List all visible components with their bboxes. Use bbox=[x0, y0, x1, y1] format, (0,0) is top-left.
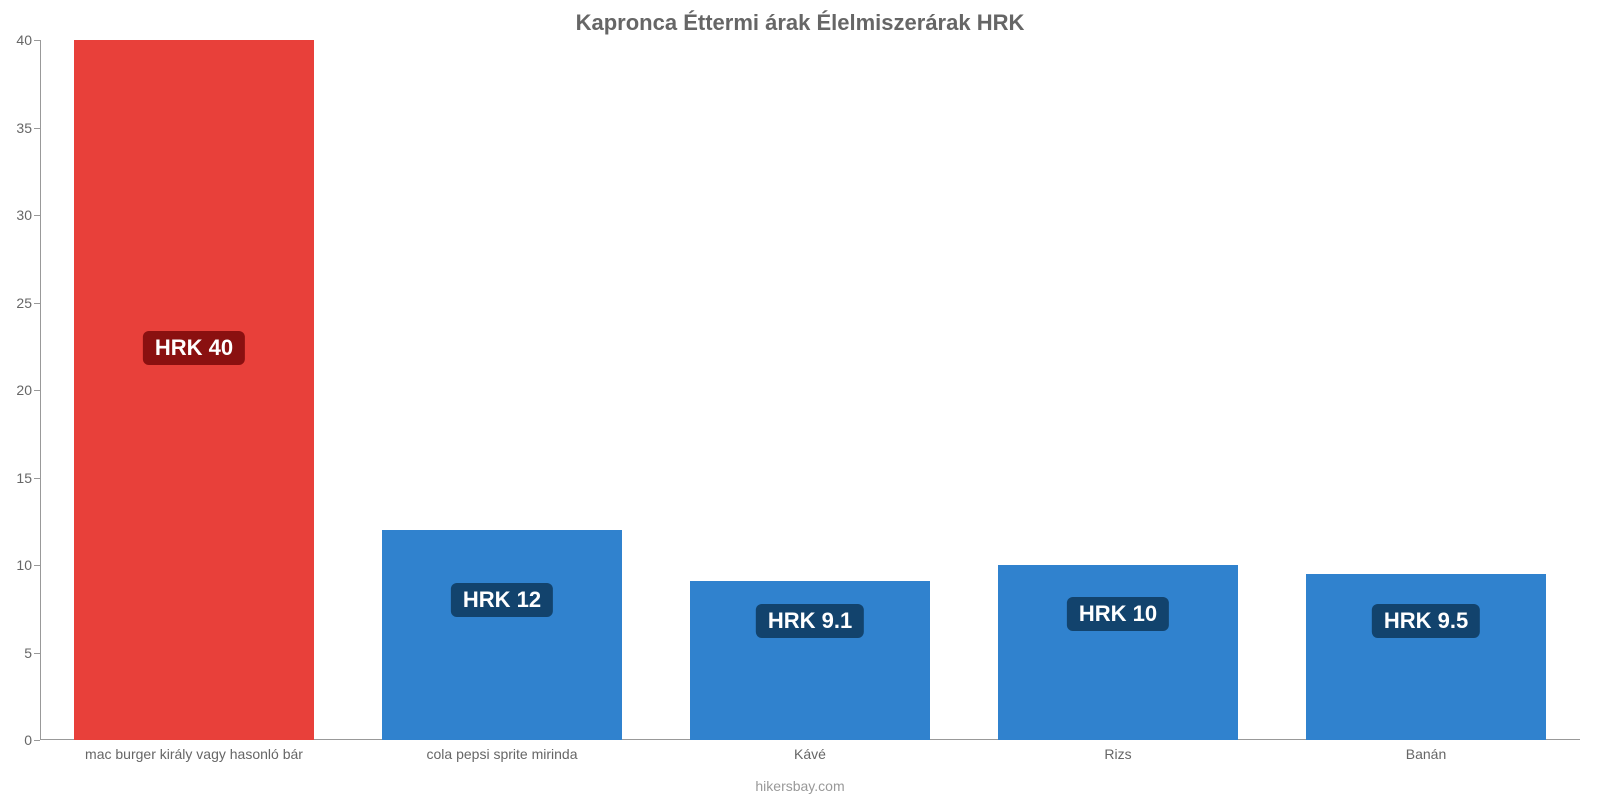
category-label: Kávé bbox=[794, 746, 826, 762]
y-tick-mark bbox=[34, 565, 40, 566]
category-label: mac burger király vagy hasonló bár bbox=[85, 746, 303, 762]
category-label: cola pepsi sprite mirinda bbox=[427, 746, 578, 762]
y-tick-label: 20 bbox=[16, 382, 32, 398]
y-tick-mark bbox=[34, 303, 40, 304]
y-tick-label: 30 bbox=[16, 207, 32, 223]
bars-group: HRK 40mac burger király vagy hasonló bár… bbox=[40, 40, 1580, 740]
value-badge: HRK 9.1 bbox=[756, 604, 864, 638]
y-tick-label: 0 bbox=[24, 732, 32, 748]
y-tick-label: 5 bbox=[24, 645, 32, 661]
bar bbox=[1306, 574, 1546, 740]
bar-slot: HRK 9.5Banán bbox=[1272, 40, 1580, 740]
y-tick-label: 15 bbox=[16, 470, 32, 486]
bar-slot: HRK 10Rizs bbox=[964, 40, 1272, 740]
plot-area: HRK 40mac burger király vagy hasonló bár… bbox=[40, 40, 1580, 740]
value-badge: HRK 40 bbox=[143, 331, 245, 365]
bar bbox=[382, 530, 622, 740]
chart-caption: hikersbay.com bbox=[755, 778, 844, 794]
y-tick-mark bbox=[34, 40, 40, 41]
chart-title: Kapronca Éttermi árak Élelmiszerárak HRK bbox=[0, 10, 1600, 36]
y-tick-mark bbox=[34, 215, 40, 216]
value-badge: HRK 12 bbox=[451, 583, 553, 617]
bar bbox=[74, 40, 314, 740]
y-tick-mark bbox=[34, 390, 40, 391]
y-tick-mark bbox=[34, 740, 40, 741]
y-tick-label: 10 bbox=[16, 557, 32, 573]
category-label: Banán bbox=[1406, 746, 1446, 762]
bar-slot: HRK 9.1Kávé bbox=[656, 40, 964, 740]
y-tick-mark bbox=[34, 128, 40, 129]
value-badge: HRK 10 bbox=[1067, 597, 1169, 631]
bar-slot: HRK 12cola pepsi sprite mirinda bbox=[348, 40, 656, 740]
value-badge: HRK 9.5 bbox=[1372, 604, 1480, 638]
category-label: Rizs bbox=[1104, 746, 1131, 762]
bar bbox=[998, 565, 1238, 740]
bar-slot: HRK 40mac burger király vagy hasonló bár bbox=[40, 40, 348, 740]
chart-container: Kapronca Éttermi árak Élelmiszerárak HRK… bbox=[0, 0, 1600, 800]
y-tick-label: 25 bbox=[16, 295, 32, 311]
y-tick-label: 40 bbox=[16, 32, 32, 48]
y-tick-label: 35 bbox=[16, 120, 32, 136]
y-tick-mark bbox=[34, 478, 40, 479]
y-tick-mark bbox=[34, 653, 40, 654]
